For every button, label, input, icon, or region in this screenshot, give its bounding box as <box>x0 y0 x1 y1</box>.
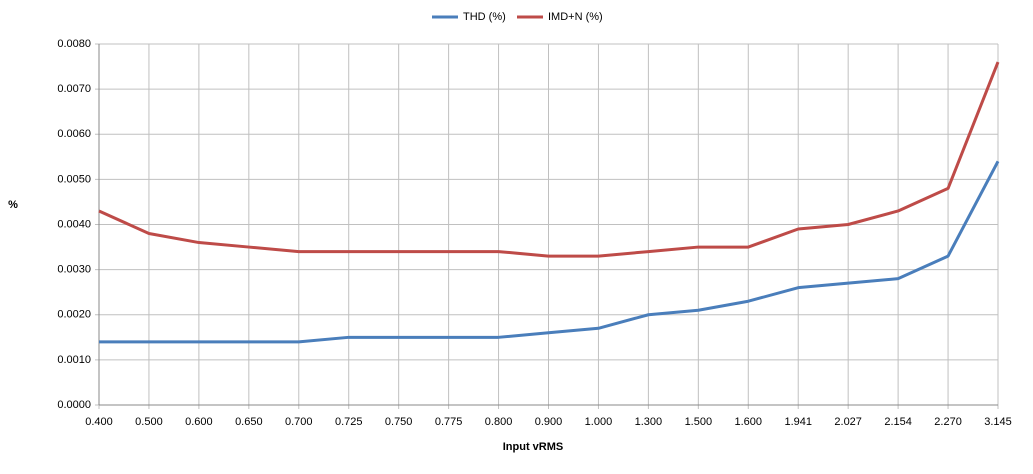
y-tick-label: 0.0030 <box>57 264 91 276</box>
x-tick-label: 2.270 <box>934 416 962 428</box>
y-tick-label: 0.0060 <box>57 128 91 140</box>
x-tick-label: 0.600 <box>185 416 213 428</box>
x-tick-label: 2.027 <box>834 416 862 428</box>
x-tick-label: 1.941 <box>784 416 812 428</box>
x-tick-label: 0.500 <box>135 416 163 428</box>
y-tick-label: 0.0010 <box>57 354 91 366</box>
x-tick-label: 0.900 <box>535 416 563 428</box>
y-tick-label: 0.0080 <box>57 38 91 50</box>
y-tick-label: 0.0070 <box>57 83 91 95</box>
y-tick-label: 0.0000 <box>57 399 91 411</box>
x-tick-label: 0.750 <box>385 416 413 428</box>
y-tick-label: 0.0040 <box>57 218 91 230</box>
x-tick-label: 2.154 <box>884 416 912 428</box>
x-tick-label: 0.775 <box>435 416 463 428</box>
x-tick-label: 3.145 <box>984 416 1012 428</box>
x-tick-label: 0.725 <box>335 416 363 428</box>
x-tick-label: 0.650 <box>235 416 263 428</box>
series-line <box>98 61 1000 258</box>
y-tick-label: 0.0050 <box>57 173 91 185</box>
x-tick-label: 1.300 <box>635 416 663 428</box>
y-tick-label: 0.0020 <box>57 309 91 321</box>
series-line <box>99 160 1000 344</box>
x-tick-label: 1.000 <box>585 416 613 428</box>
y-axis-label: % <box>8 199 18 211</box>
x-tick-label: 0.800 <box>485 416 513 428</box>
x-tick-label: 0.400 <box>85 416 113 428</box>
legend-label: IMD+N (%) <box>548 11 603 23</box>
x-tick-label: 1.600 <box>735 416 763 428</box>
legend-label: THD (%) <box>463 11 506 23</box>
x-axis-label: Input vRMS <box>503 441 564 453</box>
x-tick-label: 1.500 <box>685 416 713 428</box>
x-tick-label: 0.700 <box>285 416 313 428</box>
